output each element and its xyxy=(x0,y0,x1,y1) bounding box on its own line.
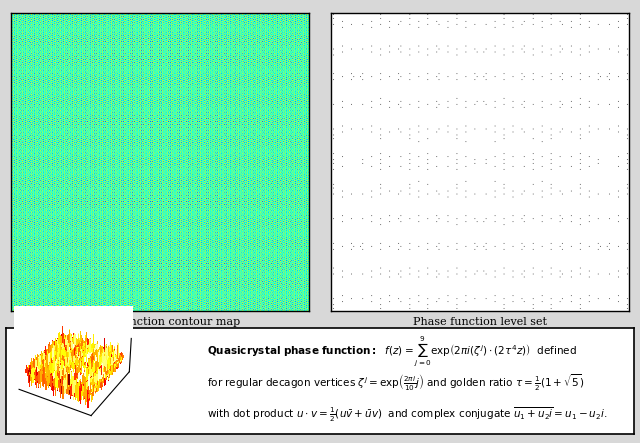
Text: $\mathrm{for\ regular\ decagon\ vertices\ }\zeta^j = \exp\!\left(\frac{2\pi i}{1: $\mathrm{for\ regular\ decagon\ vertices… xyxy=(207,373,584,393)
X-axis label: Phase function level set: Phase function level set xyxy=(413,317,547,327)
X-axis label: Phase function contour map: Phase function contour map xyxy=(81,317,240,327)
Text: $\mathbf{Quasicrystal\ phase\ function:}\ \ $$f(z) = \sum_{j=0}^{9} \exp\!\left(: $\mathbf{Quasicrystal\ phase\ function:}… xyxy=(207,334,577,368)
Text: $\mathrm{with\ dot\ product\ }u \cdot v = \frac{1}{2}(u\bar{v}+\bar{u}v)\ \ \mat: $\mathrm{with\ dot\ product\ }u \cdot v … xyxy=(207,406,607,424)
